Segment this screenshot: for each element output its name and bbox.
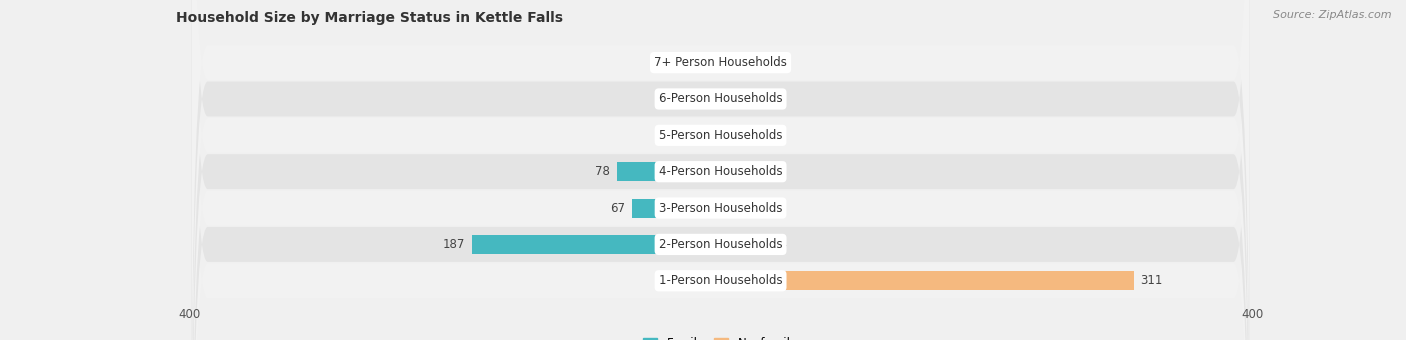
Legend: Family, Nonfamily: Family, Nonfamily [638, 332, 803, 340]
Text: 0: 0 [747, 165, 755, 178]
Text: 0: 0 [747, 202, 755, 215]
Text: 78: 78 [595, 165, 610, 178]
Bar [721, 271, 1133, 290]
Text: 4-Person Households: 4-Person Households [659, 165, 782, 178]
Text: 0: 0 [747, 92, 755, 105]
FancyBboxPatch shape [191, 0, 1250, 340]
Text: 187: 187 [443, 238, 465, 251]
Bar [472, 235, 721, 254]
Text: 0: 0 [686, 56, 695, 69]
Bar [700, 271, 721, 290]
Text: 5-Person Households: 5-Person Households [659, 129, 782, 142]
Bar [685, 126, 721, 145]
Text: 67: 67 [610, 202, 624, 215]
Text: 7+ Person Households: 7+ Person Households [654, 56, 787, 69]
Bar [617, 162, 721, 181]
Bar [721, 89, 741, 108]
FancyBboxPatch shape [191, 0, 1250, 340]
Text: 28: 28 [662, 92, 676, 105]
Text: 34: 34 [772, 238, 787, 251]
FancyBboxPatch shape [191, 0, 1250, 340]
FancyBboxPatch shape [191, 0, 1250, 340]
Bar [721, 126, 741, 145]
Text: 311: 311 [1140, 274, 1163, 287]
Text: Source: ZipAtlas.com: Source: ZipAtlas.com [1274, 10, 1392, 20]
Text: 1-Person Households: 1-Person Households [659, 274, 782, 287]
Text: 0: 0 [747, 129, 755, 142]
Bar [631, 199, 721, 218]
FancyBboxPatch shape [191, 0, 1250, 340]
Text: Household Size by Marriage Status in Kettle Falls: Household Size by Marriage Status in Ket… [176, 11, 562, 25]
Bar [721, 162, 741, 181]
Bar [721, 235, 766, 254]
Text: 27: 27 [664, 129, 678, 142]
Bar [683, 89, 721, 108]
Text: 0: 0 [747, 56, 755, 69]
Bar [700, 53, 721, 72]
Text: 0: 0 [686, 274, 695, 287]
Bar [721, 53, 741, 72]
Text: 2-Person Households: 2-Person Households [659, 238, 782, 251]
Bar [721, 199, 741, 218]
Text: 6-Person Households: 6-Person Households [659, 92, 782, 105]
Text: 3-Person Households: 3-Person Households [659, 202, 782, 215]
FancyBboxPatch shape [191, 0, 1250, 340]
FancyBboxPatch shape [191, 0, 1250, 340]
